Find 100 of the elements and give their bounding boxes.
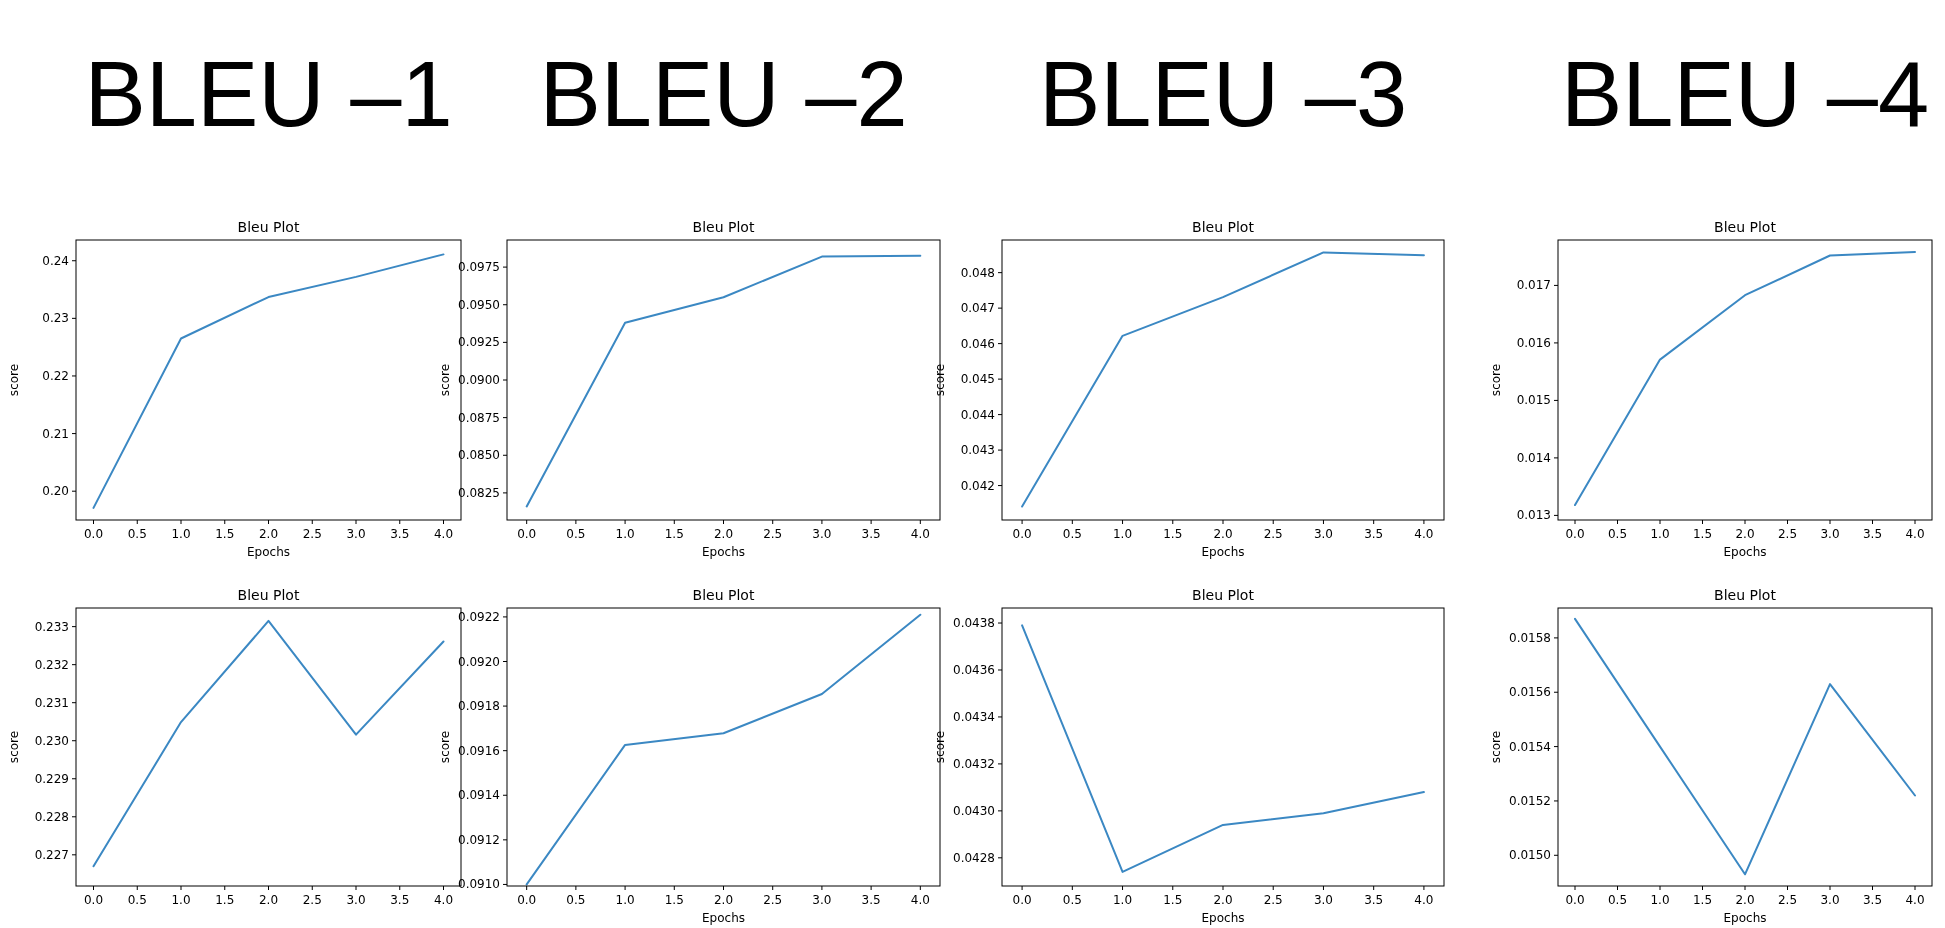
y-axis-title: score bbox=[7, 730, 21, 764]
y-tick-label: 0.0975 bbox=[458, 260, 500, 275]
x-tick-label: 2.5 bbox=[302, 893, 322, 907]
y-tick-label: 0.0150 bbox=[1509, 848, 1551, 863]
y-tick-label: 0.043 bbox=[960, 443, 995, 458]
x-tick-label: 0.0 bbox=[517, 527, 537, 541]
x-tick-label: 1.5 bbox=[664, 527, 684, 541]
x-tick-label: 4.0 bbox=[910, 893, 930, 907]
y-axis-title: score bbox=[1489, 363, 1503, 397]
x-tick-label: 1.5 bbox=[1692, 893, 1713, 907]
line-series bbox=[1574, 617, 1916, 876]
line-series bbox=[1021, 624, 1425, 873]
y-axis-title: score bbox=[7, 363, 21, 397]
x-tick-label: 3.0 bbox=[1313, 893, 1333, 907]
x-tick-label: 0.0 bbox=[83, 893, 104, 907]
x-tick-label: 4.0 bbox=[433, 527, 454, 541]
x-tick-label: 0.5 bbox=[566, 893, 586, 907]
x-tick-label: 1.0 bbox=[1113, 893, 1133, 907]
x-tick-label: 2.0 bbox=[1735, 893, 1755, 907]
x-tick-label: 3.5 bbox=[1862, 527, 1883, 541]
y-tick-label: 0.0430 bbox=[953, 803, 995, 818]
x-axis-title: Epochs bbox=[1201, 545, 1245, 559]
y-tick-label: 0.016 bbox=[1516, 335, 1551, 350]
x-tick-label: 1.5 bbox=[1163, 527, 1183, 541]
x-axis-title: Epochs bbox=[1723, 545, 1767, 559]
x-tick-label: 0.0 bbox=[517, 893, 537, 907]
x-tick-label: 2.0 bbox=[713, 893, 734, 907]
x-tick-label: 3.5 bbox=[1364, 893, 1384, 907]
x-tick-label: 0.0 bbox=[1012, 527, 1032, 541]
y-tick-label: 0.227 bbox=[34, 847, 69, 862]
y-tick-label: 0.0434 bbox=[953, 709, 995, 724]
line-series bbox=[1574, 251, 1916, 507]
x-axis-title: Epochs bbox=[1723, 911, 1767, 925]
y-tick-label: 0.044 bbox=[960, 407, 995, 422]
y-tick-label: 0.0436 bbox=[953, 662, 995, 677]
y-tick-label: 0.0158 bbox=[1509, 630, 1551, 645]
x-tick-label: 2.0 bbox=[1213, 527, 1233, 541]
x-tick-label: 1.0 bbox=[615, 527, 635, 541]
x-tick-label: 4.0 bbox=[1414, 893, 1434, 907]
chart-title: Bleu Plot bbox=[237, 219, 300, 235]
x-tick-label: 3.0 bbox=[346, 893, 366, 907]
x-tick-label: 0.0 bbox=[1565, 527, 1585, 541]
x-tick-label: 3.5 bbox=[861, 893, 881, 907]
x-tick-label: 2.0 bbox=[258, 893, 279, 907]
x-tick-label: 1.5 bbox=[664, 893, 684, 907]
x-tick-label: 3.5 bbox=[861, 527, 881, 541]
x-tick-label: 3.0 bbox=[812, 893, 832, 907]
x-tick-label: 0.5 bbox=[1607, 527, 1628, 541]
y-tick-label: 0.0152 bbox=[1509, 793, 1551, 808]
y-tick-label: 0.0154 bbox=[1509, 739, 1551, 754]
y-tick-label: 0.21 bbox=[42, 426, 69, 441]
y-tick-label: 0.0438 bbox=[953, 616, 995, 631]
x-tick-label: 2.5 bbox=[763, 527, 783, 541]
y-tick-label: 0.0922 bbox=[458, 609, 500, 624]
y-tick-label: 0.0920 bbox=[458, 654, 500, 669]
x-tick-label: 1.0 bbox=[1113, 527, 1133, 541]
y-tick-label: 0.0912 bbox=[458, 832, 500, 847]
x-tick-label: 3.5 bbox=[390, 893, 410, 907]
y-tick-label: 0.232 bbox=[34, 657, 69, 672]
y-tick-label: 0.0825 bbox=[458, 485, 500, 500]
y-tick-label: 0.0156 bbox=[1509, 685, 1551, 700]
y-tick-label: 0.20 bbox=[42, 484, 69, 499]
x-tick-label: 0.0 bbox=[1565, 893, 1585, 907]
y-tick-label: 0.014 bbox=[1516, 450, 1551, 465]
x-tick-label: 4.0 bbox=[1414, 527, 1434, 541]
x-tick-label: 2.5 bbox=[763, 893, 783, 907]
chart-title: Bleu Plot bbox=[1714, 587, 1777, 603]
x-tick-label: 1.0 bbox=[1650, 893, 1670, 907]
x-tick-label: 0.5 bbox=[1062, 527, 1082, 541]
chart-title: Bleu Plot bbox=[1714, 219, 1777, 235]
x-tick-label: 2.5 bbox=[1777, 893, 1798, 907]
y-axis-title: score bbox=[438, 730, 452, 764]
y-tick-label: 0.0916 bbox=[458, 743, 500, 758]
x-tick-label: 2.5 bbox=[1777, 527, 1798, 541]
x-tick-label: 0.0 bbox=[1012, 893, 1032, 907]
line-series bbox=[1021, 251, 1425, 508]
chart-title: Bleu Plot bbox=[1192, 219, 1255, 235]
x-tick-label: 3.0 bbox=[1820, 527, 1840, 541]
y-tick-label: 0.015 bbox=[1516, 393, 1551, 408]
x-tick-label: 0.5 bbox=[127, 893, 147, 907]
y-tick-label: 0.0850 bbox=[458, 448, 500, 463]
y-tick-label: 0.230 bbox=[34, 733, 69, 748]
text: BLEU –1 bbox=[84, 43, 453, 145]
y-tick-label: 0.042 bbox=[960, 478, 995, 493]
y-axis-title: score bbox=[933, 363, 947, 397]
x-tick-label: 2.5 bbox=[302, 527, 322, 541]
x-tick-label: 4.0 bbox=[1905, 893, 1925, 907]
y-axis-title: score bbox=[1489, 730, 1503, 764]
y-tick-label: 0.013 bbox=[1516, 508, 1551, 523]
x-tick-label: 3.0 bbox=[1313, 527, 1333, 541]
x-tick-label: 2.0 bbox=[713, 527, 734, 541]
y-tick-label: 0.0428 bbox=[953, 850, 995, 865]
x-tick-label: 2.0 bbox=[258, 527, 279, 541]
x-tick-label: 1.0 bbox=[615, 893, 635, 907]
x-tick-label: 3.5 bbox=[1862, 893, 1883, 907]
x-tick-label: 1.0 bbox=[171, 893, 191, 907]
y-tick-label: 0.0910 bbox=[458, 877, 500, 892]
y-tick-label: 0.047 bbox=[960, 301, 995, 316]
x-tick-label: 0.5 bbox=[127, 527, 147, 541]
text: BLEU –3 bbox=[1038, 43, 1408, 145]
